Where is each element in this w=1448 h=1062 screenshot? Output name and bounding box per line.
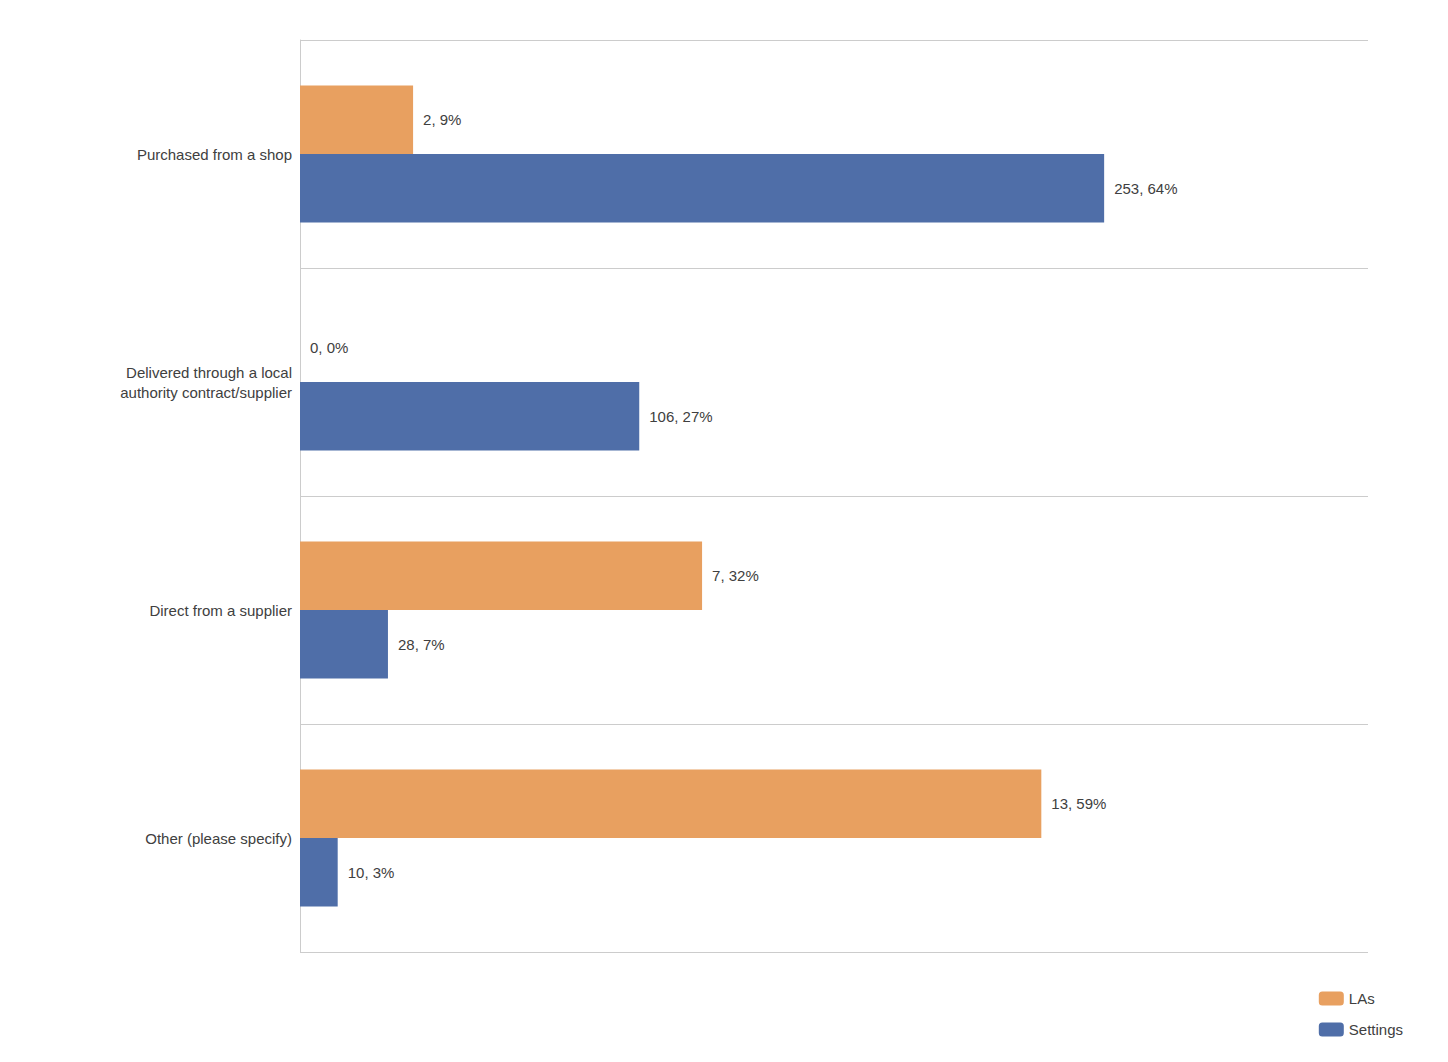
svg-text:0, 0%: 0, 0% xyxy=(310,339,348,356)
svg-text:authority contract/supplier: authority contract/supplier xyxy=(120,384,292,401)
svg-text:28, 7%: 28, 7% xyxy=(398,636,445,653)
svg-text:106, 27%: 106, 27% xyxy=(649,408,712,425)
svg-text:10, 3%: 10, 3% xyxy=(348,864,395,881)
svg-text:2, 9%: 2, 9% xyxy=(423,111,461,128)
svg-text:LAs: LAs xyxy=(1349,990,1375,1007)
svg-text:Delivered through a local: Delivered through a local xyxy=(126,364,292,381)
svg-text:Other (please specify): Other (please specify) xyxy=(145,830,292,847)
svg-text:Purchased from a shop: Purchased from a shop xyxy=(137,146,292,163)
svg-text:253, 64%: 253, 64% xyxy=(1114,180,1177,197)
svg-text:13, 59%: 13, 59% xyxy=(1051,795,1106,812)
svg-text:7, 32%: 7, 32% xyxy=(712,567,759,584)
svg-text:Direct from a supplier: Direct from a supplier xyxy=(149,602,292,619)
svg-text:Settings: Settings xyxy=(1349,1021,1403,1038)
